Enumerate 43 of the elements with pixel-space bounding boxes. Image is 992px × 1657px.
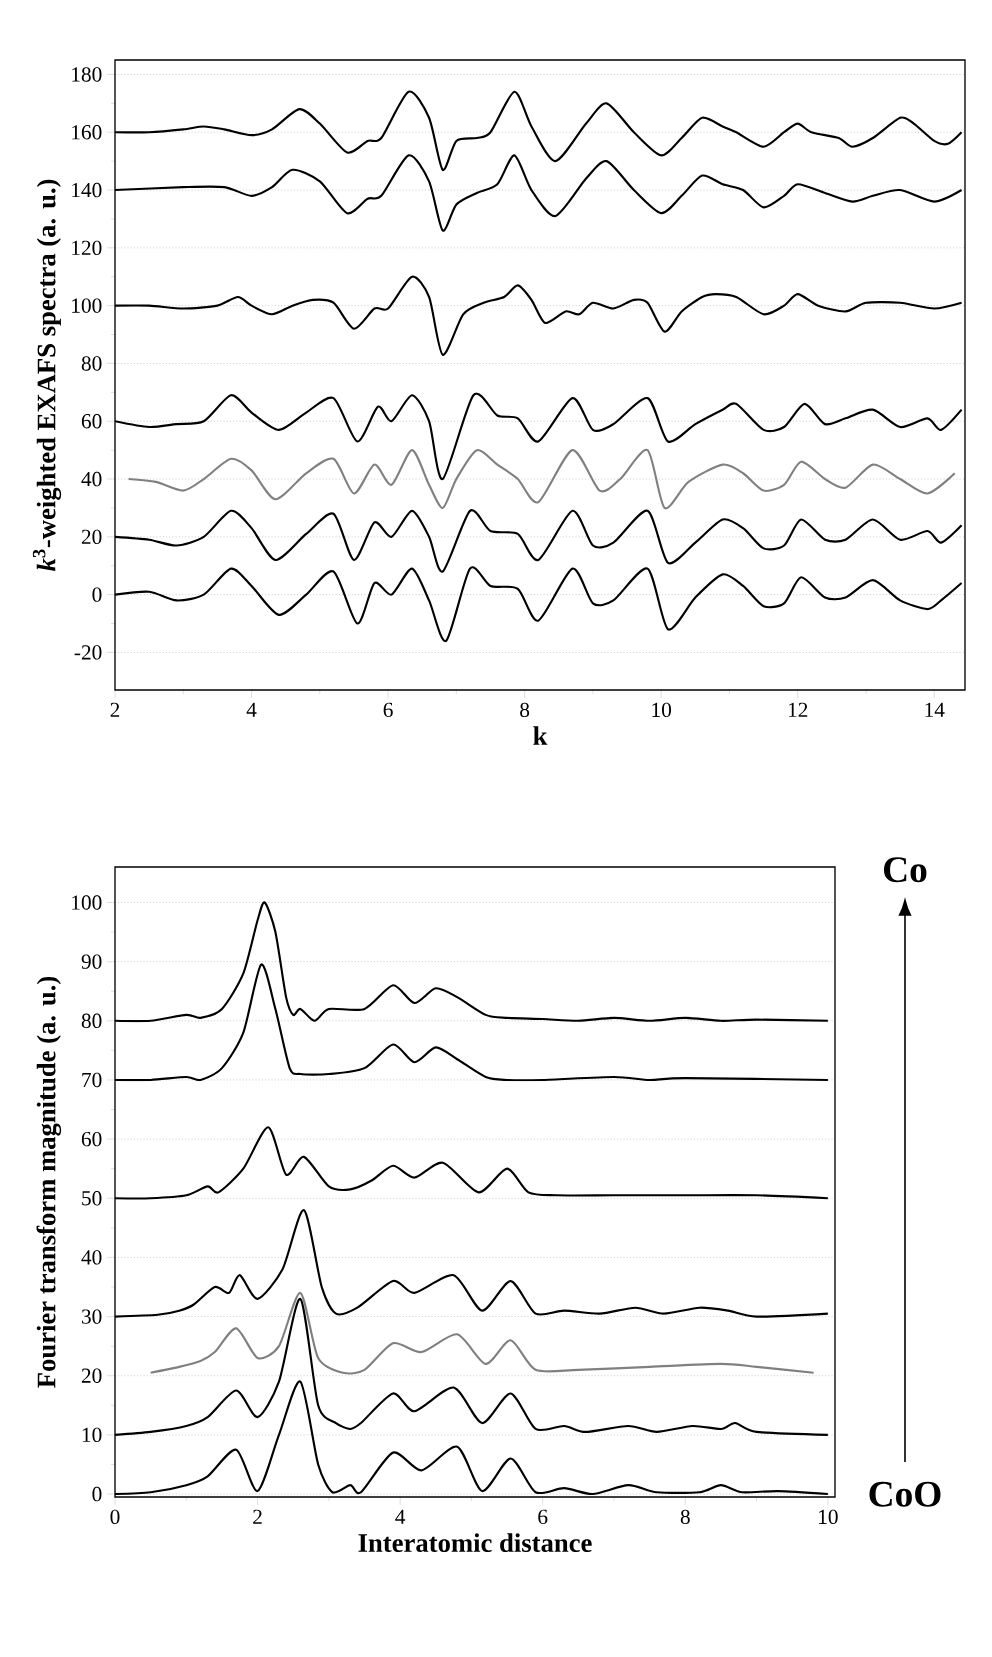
y-tick-label: 60 [81,1131,102,1147]
y-tick-label: 140 [72,182,102,198]
y-tick-label: 20 [81,529,102,545]
y-tick-label: 180 [72,67,102,82]
y-axis-title: k$^{3}$-weighted EXAFS spectra (a. u.) [32,179,62,572]
y-tick-label: 90 [81,954,102,969]
y-tick-label: 70 [82,1072,102,1088]
y-tick-label: 20 [81,1368,102,1383]
x-tick-label: 8 [680,1509,690,1525]
y-tick-label: 40 [81,1250,102,1265]
y-tick-label: 0 [92,1486,102,1502]
x-tick-label: 8 [520,702,530,718]
x-tick-label: 14 [925,702,945,717]
y-tick-label: 60 [81,414,102,429]
y-tick-label: 10 [82,1427,102,1443]
x-tick-label: 0 [110,1509,120,1525]
y-tick-label: 160 [72,125,102,140]
x-tick-label: 6 [383,702,393,718]
line-series [127,449,956,509]
x-axis-title: Interatomic distance [358,1533,592,1553]
x-tick-label: 4 [246,702,257,717]
x-tick-label: 4 [395,1509,406,1524]
line-series [149,1291,815,1375]
y-tick-label: 30 [81,1309,102,1324]
x-tick-label: 6 [538,1509,548,1525]
y-tick-label: 120 [72,240,102,256]
y-tick-label: -20 [74,645,102,660]
y-tick-label: 40 [81,471,102,487]
y-tick-label: 80 [81,356,102,371]
x-tick-label: 10 [652,702,672,718]
x-tick-label: 2 [110,702,120,717]
x-tick-label: 2 [253,1509,262,1524]
y-tick-label: 100 [72,298,102,313]
text: CoO [869,1481,941,1507]
y-axis-title: Fourier transform magnitude (a. u.) [36,976,62,1388]
x-tick-label: 12 [788,702,808,717]
y-tick-label: 100 [72,895,102,910]
y-tick-label: 80 [81,1013,102,1028]
y-tick-label: 50 [82,1191,102,1206]
x-axis-title: k [533,726,548,745]
y-tick-label: 0 [92,587,102,602]
text: Co [884,857,927,883]
x-tick-label: 10 [819,1509,838,1525]
